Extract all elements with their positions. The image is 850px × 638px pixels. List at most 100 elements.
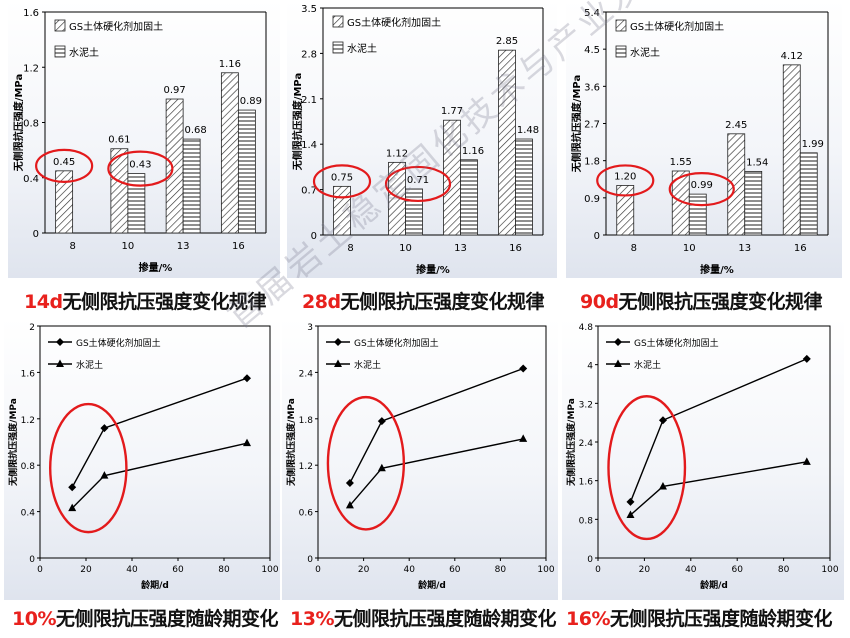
- caption-28d: 28d无侧限抗压强度变化规律: [302, 291, 545, 313]
- legend-label-gs: GS土体硬化剂加固土: [69, 20, 163, 33]
- y-tick-label: 2.1: [301, 95, 317, 106]
- caption-14d: 14d无侧限抗压强度变化规律: [24, 291, 267, 313]
- point-gs: [519, 364, 528, 373]
- bar-gs: [616, 185, 635, 236]
- plot-frame: [39, 325, 271, 559]
- x-tick-label: 16: [232, 241, 245, 252]
- y-tick-label: 3: [307, 323, 313, 333]
- y-tick-label: 1.2: [23, 63, 39, 74]
- data-label: 0.68: [184, 125, 206, 136]
- data-label: 1.20: [614, 171, 636, 182]
- y-tick-label: 1.8: [299, 416, 314, 426]
- x-tick-label: 13: [738, 243, 751, 254]
- data-label: 0.61: [108, 135, 130, 146]
- x-tick-label: 16: [509, 243, 522, 254]
- bar-gs: [498, 49, 516, 236]
- legend-label-cement: 水泥土: [69, 46, 99, 59]
- chart-panel-13pct: 0 0.6 1.2 1.8 2.4 3 0 20 40 60 80 100 无侧限抗压强度/MPa 龄期/…: [282, 318, 558, 600]
- bar-gs: [333, 185, 351, 236]
- x-tick-label: 0: [315, 565, 321, 575]
- data-label: 0.45: [53, 157, 75, 168]
- y-tick-label: 3.6: [584, 82, 600, 93]
- highlight-ellipse: [607, 395, 687, 541]
- chart-90d: 0 0.9 1.8 2.7 3.6 4.5 5.4 无侧限抗压强度/MPa 8 1.20 10 1.5…: [566, 0, 842, 278]
- bar-gs: [727, 133, 746, 236]
- legend-label-cement: 水泥土: [354, 359, 381, 371]
- x-tick-label: 40: [685, 565, 697, 575]
- x-tick-label: 40: [403, 565, 415, 575]
- y-axis-label: 无侧限抗压强度/MPa: [570, 75, 583, 173]
- x-tick-label: 100: [261, 565, 278, 575]
- legend-label-cement: 水泥土: [347, 42, 377, 55]
- x-axis-label: 龄期/d: [700, 579, 728, 591]
- bar-cement: [799, 152, 818, 236]
- bar-gs: [782, 64, 801, 236]
- point-gs: [243, 374, 251, 383]
- bar-cement: [182, 138, 201, 234]
- x-tick-label: 100: [821, 565, 838, 575]
- bar-gs: [220, 72, 239, 234]
- x-tick-label: 8: [69, 241, 75, 252]
- x-axis-label: 掺量/%: [700, 263, 734, 276]
- caption-16pct: 16%无侧限抗压强度随龄期变化: [566, 608, 833, 630]
- point-gs: [626, 497, 635, 506]
- bar-gs: [110, 148, 129, 234]
- y-tick-label: 1.2: [21, 416, 35, 426]
- data-label: 1.12: [386, 148, 408, 159]
- x-tick-label: 10: [399, 243, 412, 254]
- point-cement: [658, 481, 667, 490]
- data-label: 2.45: [725, 120, 747, 131]
- x-tick-label: 20: [358, 565, 370, 575]
- data-label: 0.99: [691, 180, 713, 191]
- x-tick-label: 13: [177, 241, 190, 252]
- data-label: 1.16: [462, 146, 484, 157]
- y-tick-label: 2: [29, 323, 35, 333]
- x-tick-label: 8: [631, 243, 637, 254]
- bar-gs: [55, 170, 74, 234]
- x-tick-label: 80: [495, 565, 507, 575]
- y-tick-label: 0.8: [21, 462, 36, 472]
- chart-panel-28d: 0 0.7 1.4 2.1 2.8 3.5 无侧限抗压强度/MPa 8 0.75 10 1.12 0.…: [287, 0, 557, 278]
- chart-16pct: 0 0.8 1.6 2.4 3.2 4 4.8 0 20 40 60 80 100 无侧限抗压强度/MPa…: [562, 318, 844, 600]
- x-tick-label: 8: [347, 243, 353, 254]
- legend-swatch-gs: [332, 15, 344, 28]
- point-cement: [243, 438, 251, 447]
- point-gs: [345, 478, 354, 487]
- y-axis-label: 无侧限抗压强度/MPa: [291, 73, 304, 171]
- x-tick-label: 0: [595, 565, 601, 575]
- x-axis-label: 龄期/d: [418, 579, 446, 591]
- chart-panel-10pct: 0 0.4 0.8 1.2 1.6 2 0 20 40 60 80 100 无侧限抗压强度/MPa 龄期/…: [4, 318, 280, 600]
- y-tick-label: 1.4: [301, 140, 317, 151]
- y-tick-label: 2.8: [301, 49, 317, 60]
- y-axis-label: 无侧限抗压强度/MPa: [285, 398, 297, 487]
- legend-swatch-gs: [615, 19, 627, 32]
- y-tick-label: 3.2: [579, 400, 593, 410]
- x-tick-label: 80: [778, 565, 790, 575]
- legend-marker-cement: [614, 359, 622, 367]
- y-tick-label: 0: [29, 555, 35, 565]
- legend-label-cement: 水泥土: [630, 46, 660, 59]
- y-tick-label: 2.7: [584, 120, 600, 131]
- point-cement: [377, 463, 386, 472]
- highlight-ellipse: [384, 165, 452, 203]
- legend-marker-gs: [614, 338, 622, 346]
- point-gs: [100, 424, 109, 433]
- highlight-ellipse: [107, 150, 174, 187]
- point-gs: [377, 417, 386, 426]
- legend-label-gs: GS土体硬化剂加固土: [634, 337, 719, 349]
- data-label: 1.16: [219, 59, 241, 70]
- legend-swatch-cement: [332, 41, 344, 54]
- legend-marker-gs: [334, 338, 342, 346]
- chart-10pct: 00.40.81.21.620 20 40 60 80 100无侧限抗压强度/MPa龄期/…: [4, 318, 280, 600]
- legend-marker-gs: [56, 338, 64, 346]
- bar-gs: [165, 98, 184, 234]
- legend-label-gs: GS土体硬化剂加固土: [354, 337, 439, 349]
- x-tick-label: 10: [122, 241, 135, 252]
- point-gs: [802, 354, 811, 363]
- y-tick-label: 0.6: [299, 509, 314, 519]
- legend-swatch-cement: [54, 45, 66, 58]
- data-label: 0.75: [331, 172, 353, 183]
- y-tick-label: 0.7: [301, 186, 317, 197]
- y-tick-label: 0: [307, 555, 313, 565]
- x-tick-label: 0: [37, 565, 43, 575]
